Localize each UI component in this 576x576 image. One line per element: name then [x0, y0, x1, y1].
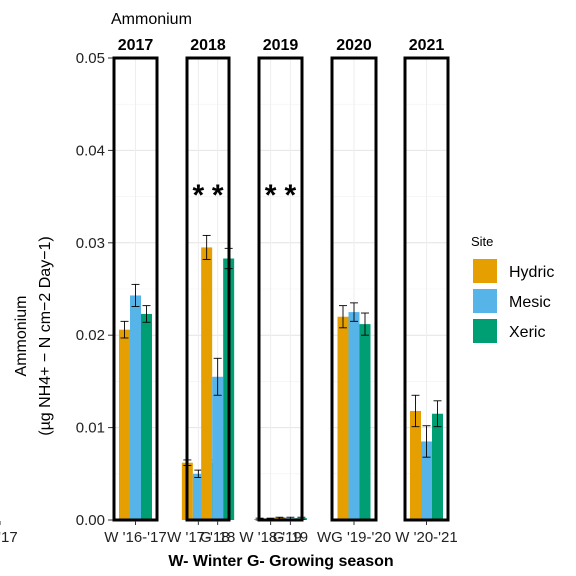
error-bar — [202, 234, 211, 260]
bar-mesic — [421, 441, 432, 520]
x-tick-label: W '18-'19 — [239, 529, 301, 546]
panel-strip-label: 2019 — [263, 37, 299, 54]
significance-star: * — [285, 179, 297, 212]
x-tick-label: G '18 — [200, 529, 235, 546]
legend-label-xeric: Xeric — [509, 324, 545, 341]
y-tick-label: 0.04 — [76, 142, 105, 159]
significance-star: * — [265, 179, 277, 212]
panel-border — [185, 56, 231, 522]
bar-hydric — [201, 247, 213, 521]
bar-mesic — [348, 312, 360, 520]
y-axis-label: Ammonium (µg NH4+ − N cm−2 Day−1) — [13, 236, 54, 436]
x-tick-label: W '17-'18 — [167, 529, 229, 546]
legend-label-mesic: Mesic — [509, 294, 551, 311]
bar-hydric — [119, 329, 130, 520]
error-bar — [361, 312, 369, 336]
panel-border — [112, 56, 159, 522]
x-tick-label: G '19 — [273, 529, 308, 546]
error-bar — [422, 425, 431, 458]
panel-2020: 2020 WG '19-'20 — [317, 37, 391, 546]
bar-mesic — [212, 376, 224, 520]
x-axis-label: W- Winter G- Growing season — [168, 553, 393, 570]
legend-label-hydric: Hydric — [509, 264, 554, 281]
error-bar — [194, 469, 203, 478]
legend: Site Hydric Mesic Xeric — [471, 234, 554, 343]
legend-swatch-mesic — [473, 289, 497, 313]
error-bar — [120, 320, 129, 339]
y-tick-label: 0.03 — [76, 235, 105, 252]
panel-strip-label: 2018 — [190, 37, 226, 54]
x-tick-label: W '20-'21 — [395, 529, 457, 546]
bar-mesic — [130, 295, 141, 520]
bar-xeric — [432, 413, 443, 520]
panel-border — [257, 56, 304, 522]
panel-strip-label: 2020 — [336, 37, 372, 54]
panel-border — [403, 56, 450, 522]
bar-hydric — [337, 316, 349, 520]
y-axis-label-line2: (µg NH4+ − N cm−2 Day−1) — [37, 236, 54, 436]
x-tick-label: G '17 — [0, 529, 18, 546]
significance-star: * — [192, 179, 204, 212]
error-bar — [411, 394, 420, 428]
y-tick-label: 0.00 — [76, 512, 105, 529]
legend-swatch-xeric — [473, 319, 497, 343]
panel-strip-label: 2017 — [118, 37, 154, 54]
panel-2017: 2017 W '16-'17 G '17 — [0, 37, 167, 546]
error-bar — [142, 305, 151, 323]
error-bar — [433, 400, 442, 428]
y-axis-label-line1: Ammonium — [13, 296, 30, 377]
panel-strip-label: 2021 — [409, 37, 445, 54]
panel-border — [330, 56, 378, 522]
panel-2021: 2021 W '20-'21 — [395, 37, 457, 546]
x-tick-label: WG '19-'20 — [317, 529, 391, 546]
error-bar — [131, 283, 140, 308]
y-tick-label: 0.05 — [76, 50, 105, 67]
y-axis: 0.00 0.01 0.02 0.03 0.04 0.05 — [76, 50, 113, 529]
panel-2018: * * 2018 W '17-'18G '18 — [167, 37, 235, 546]
error-bar — [213, 357, 222, 396]
legend-title: Site — [471, 234, 493, 249]
bar-xeric — [141, 313, 152, 520]
bar-hydric — [410, 410, 421, 520]
y-tick-label: 0.01 — [76, 420, 105, 437]
significance-star: * — [212, 179, 224, 212]
bar-mesic — [192, 473, 204, 520]
bar-xeric — [359, 324, 371, 520]
panel-2019: * * 2019 W '18-'19G '19 — [239, 37, 308, 546]
y-tick-label: 0.02 — [76, 327, 105, 344]
x-tick-label: W '16-'17 — [104, 529, 166, 546]
chart-title: Ammonium — [111, 11, 192, 28]
error-bar — [339, 305, 347, 329]
legend-swatch-hydric — [473, 259, 497, 283]
error-bar — [350, 302, 358, 322]
